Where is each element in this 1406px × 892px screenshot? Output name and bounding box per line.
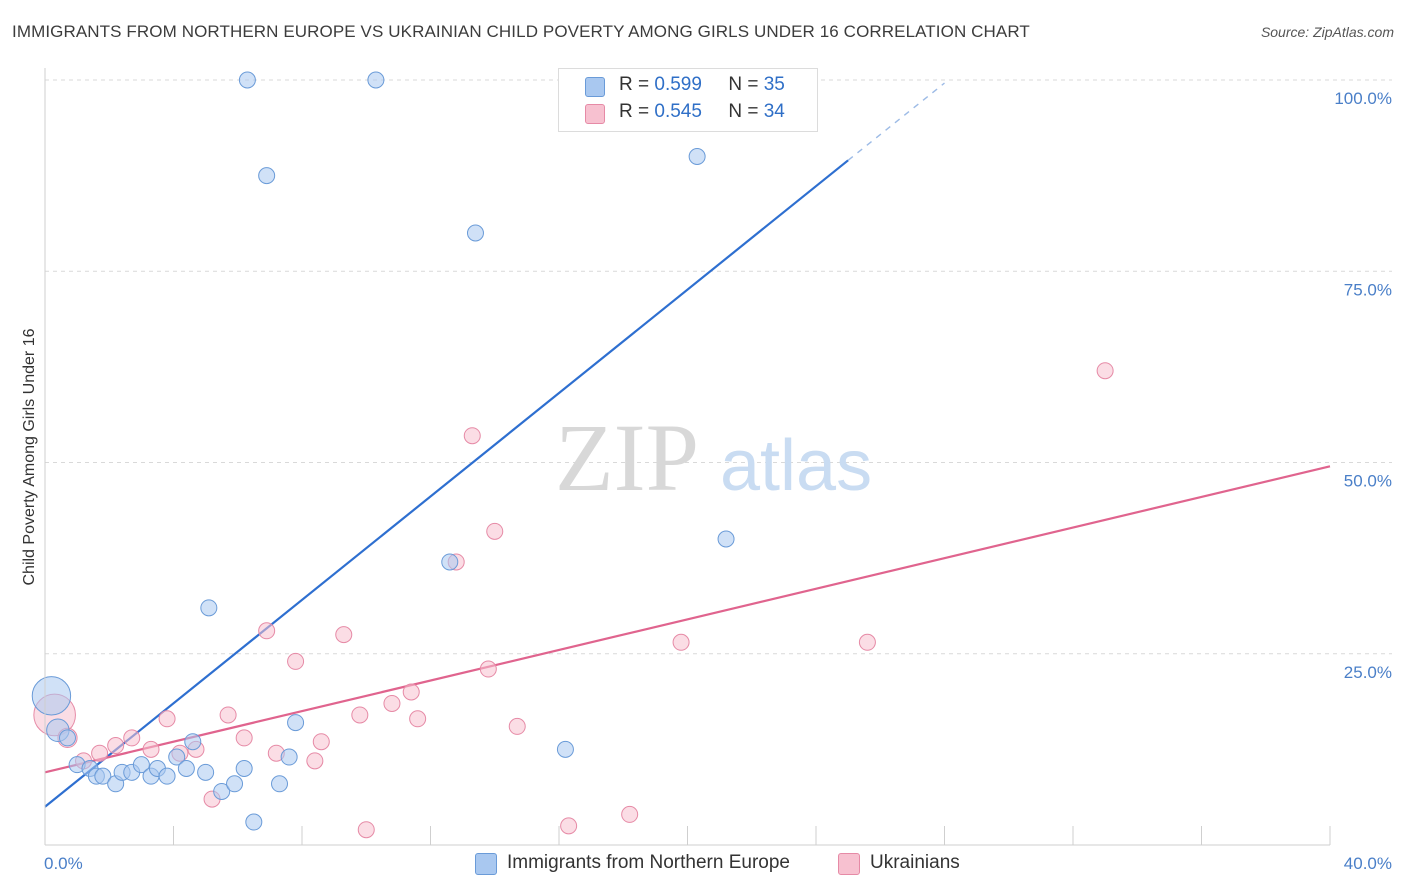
trend-lines xyxy=(44,82,1331,808)
point-ukrainians xyxy=(312,733,330,751)
point-ukrainians xyxy=(486,522,504,540)
point-immigrants xyxy=(717,530,735,548)
legend-swatch-ukrainians xyxy=(585,104,605,124)
point-immigrants xyxy=(367,71,385,89)
point-ukrainians xyxy=(508,717,526,735)
axes: 25.0% 50.0% 75.0% 100.0% 0.0% 40.0% xyxy=(44,68,1392,873)
point-immigrants xyxy=(184,733,202,751)
legend-n-ukrainians: 34 xyxy=(763,101,785,122)
grid-lines xyxy=(45,79,1392,655)
legend-r-immigrants: 0.599 xyxy=(654,74,702,95)
point-ukrainians xyxy=(306,752,324,770)
point-ukrainians xyxy=(383,694,401,712)
watermark-atlas: atlas xyxy=(720,426,872,506)
point-ukrainians xyxy=(123,729,141,747)
y-tick-label-25: 25.0% xyxy=(1344,663,1392,682)
point-immigrants xyxy=(213,782,231,800)
point-immigrants xyxy=(287,714,305,732)
point-ukrainians xyxy=(91,744,109,762)
source-label: Source: ZipAtlas.com xyxy=(1260,24,1394,40)
point-ukrainians xyxy=(335,626,353,644)
bottom-legend-swatch-ukrainians xyxy=(838,853,860,875)
point-immigrants xyxy=(197,763,215,781)
point-ukrainians xyxy=(479,660,497,678)
point-immigrants xyxy=(94,767,112,785)
point-immigrants xyxy=(688,148,706,165)
point-ukrainians xyxy=(560,817,578,835)
legend-n-label: N = xyxy=(728,74,759,95)
point-ukrainians xyxy=(258,622,276,640)
point-ukrainians xyxy=(1096,362,1114,380)
y-tick-label-50: 50.0% xyxy=(1344,472,1392,491)
point-ukrainians xyxy=(351,706,369,724)
x-tick-label-max: 40.0% xyxy=(1344,854,1392,873)
point-immigrants xyxy=(158,767,176,785)
trend-line-immigrants-extension xyxy=(847,82,945,161)
point-immigrants xyxy=(280,748,298,766)
point-immigrants xyxy=(31,676,72,716)
point-immigrants xyxy=(177,760,195,777)
point-immigrants xyxy=(441,553,459,571)
trend-line-immigrants xyxy=(44,159,849,808)
point-immigrants xyxy=(235,760,253,777)
legend-n-label: N = xyxy=(728,101,759,122)
point-ukrainians xyxy=(402,683,420,701)
point-immigrants xyxy=(238,71,256,89)
point-ukrainians xyxy=(219,706,237,724)
point-ukrainians xyxy=(142,740,160,758)
watermark-zip: ZIP xyxy=(555,404,699,511)
y-tick-label-75: 75.0% xyxy=(1344,280,1392,299)
bottom-legend-label-immigrants: Immigrants from Northern Europe xyxy=(507,852,790,873)
point-immigrants xyxy=(200,599,218,617)
point-immigrants xyxy=(556,740,574,758)
point-ukrainians xyxy=(463,427,481,445)
legend-r-label: R = xyxy=(619,101,650,122)
point-ukrainians xyxy=(409,710,427,728)
legend-swatch-immigrants xyxy=(585,77,605,97)
point-ukrainians xyxy=(357,821,375,839)
point-immigrants xyxy=(245,813,263,831)
point-immigrants xyxy=(271,775,289,793)
bottom-legend-swatch-immigrants xyxy=(475,853,497,875)
point-ukrainians xyxy=(107,737,125,755)
point-immigrants xyxy=(132,756,150,774)
legend: R = 0.599 N = 35 R = 0.545 N = 34 xyxy=(558,68,818,132)
point-ukrainians xyxy=(158,710,176,728)
point-ukrainians xyxy=(672,633,690,651)
point-ukrainians xyxy=(235,729,253,747)
bottom-legend-label-ukrainians: Ukrainians xyxy=(870,852,960,873)
x-tick-label-min: 0.0% xyxy=(44,854,83,873)
point-immigrants xyxy=(466,224,484,242)
data-points xyxy=(31,71,1114,839)
point-ukrainians xyxy=(621,805,639,823)
legend-r-ukrainians: 0.545 xyxy=(654,101,702,122)
legend-n-immigrants: 35 xyxy=(763,74,785,95)
trend-line-ukrainians xyxy=(44,465,1331,774)
point-immigrants xyxy=(58,729,76,747)
point-ukrainians xyxy=(287,652,305,670)
point-immigrants xyxy=(168,748,186,766)
chart-title: IMMIGRANTS FROM NORTHERN EUROPE VS UKRAI… xyxy=(12,22,1030,41)
point-ukrainians xyxy=(858,633,876,651)
point-immigrants xyxy=(226,775,244,793)
y-axis-label: Child Poverty Among Girls Under 16 xyxy=(21,328,38,585)
point-immigrants xyxy=(258,167,276,185)
legend-r-label: R = xyxy=(619,74,650,95)
y-tick-label-100: 100.0% xyxy=(1334,89,1392,108)
